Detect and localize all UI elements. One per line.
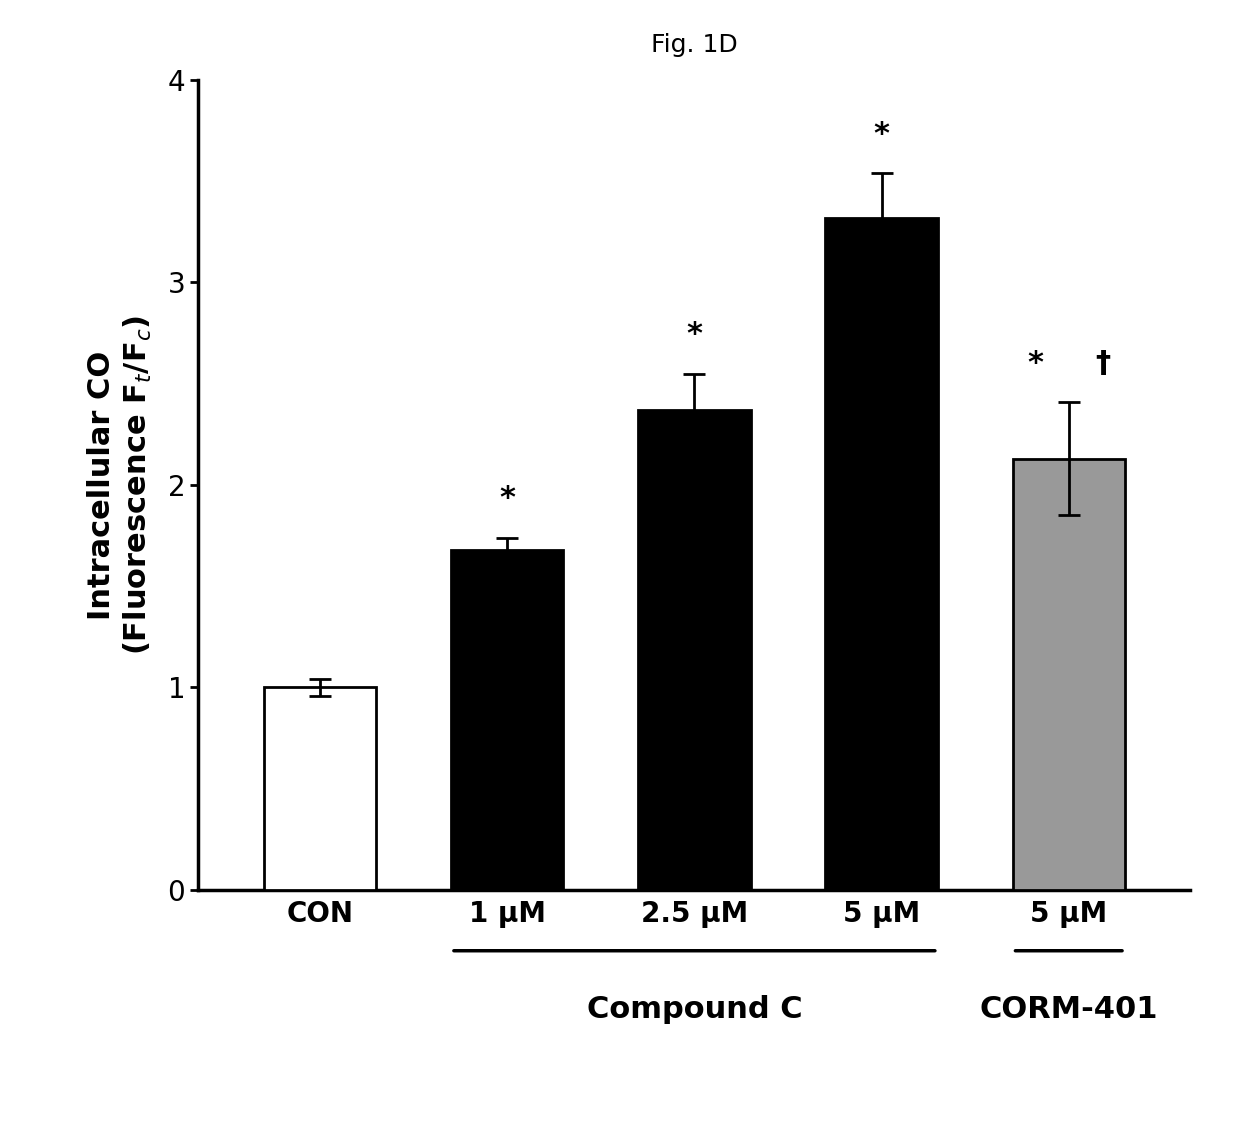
- Bar: [264, 687, 376, 890]
- Bar: [1013, 459, 1125, 890]
- Text: *: *: [500, 484, 516, 513]
- Text: *: *: [687, 321, 702, 349]
- Bar: [451, 550, 563, 890]
- Y-axis label: Intracellular CO
(Fluorescence F$_t$/F$_c$): Intracellular CO (Fluorescence F$_t$/F$_…: [88, 315, 154, 655]
- Title: Fig. 1D: Fig. 1D: [651, 33, 738, 57]
- Text: †: †: [1095, 349, 1110, 378]
- Text: *: *: [873, 120, 889, 148]
- Text: *: *: [1027, 349, 1043, 378]
- Bar: [639, 410, 750, 890]
- Text: CORM-401: CORM-401: [980, 995, 1158, 1025]
- Bar: [826, 218, 937, 890]
- Text: Compound C: Compound C: [587, 995, 802, 1025]
